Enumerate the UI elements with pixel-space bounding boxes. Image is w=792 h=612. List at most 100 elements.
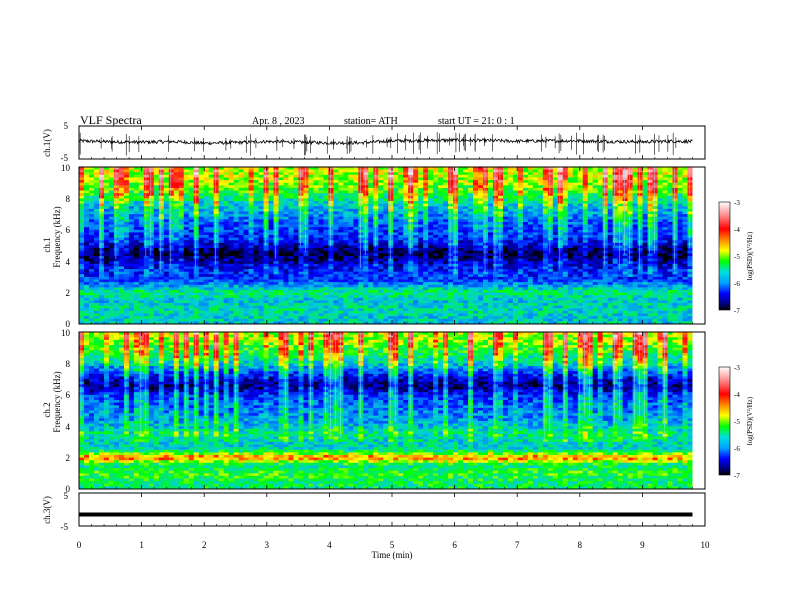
ch1-spec-cell — [652, 167, 658, 171]
ch1-spec-cell — [158, 224, 165, 228]
ch1-spec-cell — [512, 172, 519, 176]
ch1-spec-cell — [582, 248, 589, 252]
ch1-spec-cell — [458, 250, 464, 254]
ch1-spec-cell — [572, 167, 579, 171]
ch1-spec-cell — [233, 255, 240, 259]
ch1-spec-cell — [612, 242, 619, 246]
ch1-spec-cell — [253, 240, 259, 244]
ch1-spec-cell — [273, 214, 279, 218]
ch1-spec-cell — [363, 182, 369, 186]
ch1-spec-cell — [557, 224, 564, 228]
ch1-spec-cell — [597, 203, 604, 207]
ch1-spec-cell — [487, 250, 494, 254]
ch1-spec-cell — [642, 182, 648, 186]
ch1-spec-cell — [378, 203, 384, 207]
ch1-spec-cell — [273, 219, 279, 223]
ch1-spec-cell — [363, 190, 369, 194]
ch1-spec-cell — [577, 266, 584, 270]
ch1-spec-cell — [153, 190, 160, 194]
ch1-spec-cell — [398, 227, 404, 231]
ch1-spec-cell — [298, 248, 304, 252]
ch1-spec-cell — [527, 263, 534, 267]
ch1-spec-cell — [632, 182, 639, 186]
ch1-spec-cell — [682, 211, 688, 215]
ch1-spec-cell — [428, 185, 434, 189]
ch1-spec-cell — [168, 253, 175, 257]
ch1-spec-cell — [622, 263, 629, 267]
ch1-spec-cell — [487, 169, 494, 173]
ch1-spec-cell — [552, 224, 559, 228]
ch1-spec-cell — [453, 237, 459, 241]
ch1-spec-cell — [597, 211, 604, 215]
ch1-spec-cell — [557, 229, 564, 233]
ch1-spec-cell — [283, 261, 289, 265]
ch1-spec-cell — [413, 255, 419, 259]
ch1-spec-cell — [398, 177, 404, 181]
ch1-spec-cell — [343, 242, 349, 246]
ch1-spec-cell — [223, 190, 230, 194]
ch1-spec-cell — [248, 190, 254, 194]
ch1-spec-cell — [458, 258, 464, 262]
ch1-spec-cell — [478, 190, 484, 194]
ch1-spec-cell — [517, 219, 524, 223]
ch1-spec-cell — [502, 206, 509, 210]
ch1-spec-cell — [463, 245, 469, 249]
ch1-spec-cell — [198, 214, 205, 218]
ch1-spec-cell — [148, 216, 155, 220]
ch1-spec-cell — [248, 182, 254, 186]
ch1-spec-cell — [672, 261, 678, 265]
ch1-spec-cell — [487, 216, 494, 220]
ch1-spec-cell — [128, 195, 135, 199]
ch1-spec-cell — [353, 263, 359, 267]
ch1-spec-cell — [408, 195, 414, 199]
ch1-spec-cell — [88, 266, 95, 270]
ch1-spec-cell — [627, 219, 634, 223]
ch1-spec-cell — [273, 201, 279, 205]
ch1-spec-cell — [632, 185, 639, 189]
ch1-spec-cell — [258, 219, 264, 223]
ch1-spec-cell — [333, 203, 339, 207]
ch1-spec-cell — [168, 208, 175, 212]
ch1-spec-cell — [547, 198, 554, 202]
ch1-spec-cell — [413, 190, 419, 194]
ch1-spec-cell — [682, 185, 688, 189]
ch1-spec-cell — [572, 235, 579, 239]
ch1-spec-cell — [228, 187, 235, 191]
ch1-spec-cell — [323, 237, 329, 241]
ch1-spec-cell — [103, 182, 110, 186]
ch1-spec-cell — [423, 255, 429, 259]
ch1-spec-cell — [263, 206, 269, 210]
ch1-spec-cell — [213, 214, 220, 218]
ch1-spec-cell — [433, 214, 439, 218]
ch1-spec-cell — [188, 167, 195, 171]
ch1-spec-cell — [358, 245, 364, 249]
ch1-spec-cell — [333, 187, 339, 191]
ch1-spec-cell — [268, 201, 274, 205]
ch1-spec-cell — [333, 255, 339, 259]
ch1-spec-cell — [198, 255, 205, 259]
ch1-spec-cell — [468, 263, 474, 267]
ch1-spec-cell — [333, 195, 339, 199]
ch1-spec-cell — [487, 180, 494, 184]
ch1-spec-cell — [243, 182, 249, 186]
ch1-spec-cell — [552, 195, 559, 199]
ch1-spec-cell — [328, 229, 334, 233]
ch1-spec-cell — [313, 240, 319, 244]
ch1-spec-cell — [537, 216, 544, 220]
ch1-spec-cell — [288, 185, 294, 189]
ch1-spec-cell — [478, 203, 484, 207]
ch1-spec-cell — [433, 169, 439, 173]
ch1-spec-cell — [622, 203, 629, 207]
ch1-spec-cell — [532, 182, 539, 186]
ch1-spec-cell — [88, 224, 95, 228]
ch1-spec-cell — [128, 211, 135, 215]
ch1-spec-cell — [617, 206, 624, 210]
ch1-spec-cell — [532, 185, 539, 189]
ch1-spec-cell — [113, 167, 120, 171]
ch1-spec-cell — [193, 172, 200, 176]
ch1-spec-cell — [313, 227, 319, 231]
ch1-spec-cell — [228, 201, 235, 205]
ch1-spec-cell — [338, 269, 344, 273]
ch1-spec-cell — [298, 250, 304, 254]
ch1-spec-cell — [542, 174, 549, 178]
